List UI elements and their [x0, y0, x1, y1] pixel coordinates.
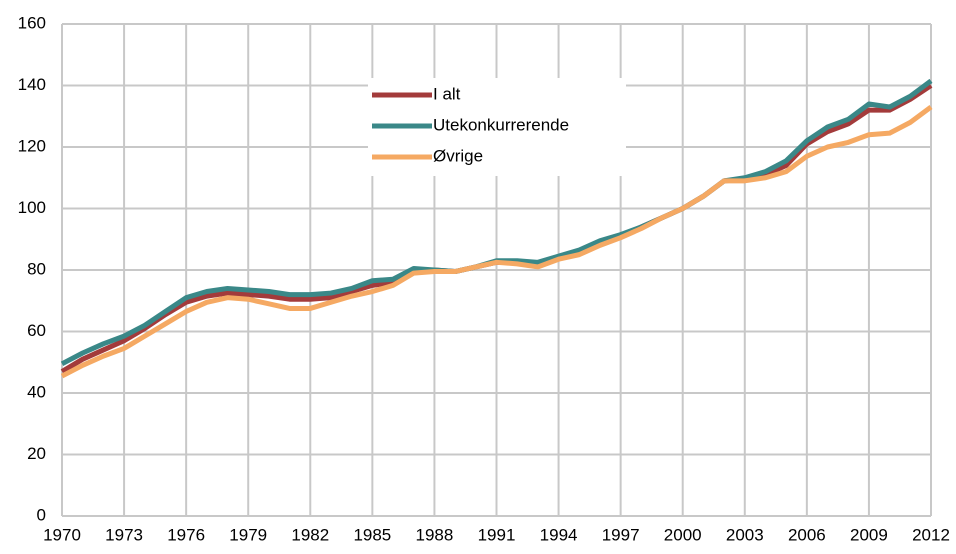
- legend-label: Øvrige: [433, 146, 483, 165]
- x-tick-label: 1973: [105, 525, 143, 544]
- x-tick-label: 1991: [478, 525, 516, 544]
- y-tick-label: 20: [27, 444, 46, 463]
- x-tick-label: 2003: [726, 525, 764, 544]
- legend-label: Utekonkurrerende: [433, 115, 569, 134]
- x-tick-label: 1982: [291, 525, 329, 544]
- x-tick-label: 2006: [788, 525, 826, 544]
- x-tick-label: 1994: [540, 525, 578, 544]
- x-tick-label: 1976: [167, 525, 205, 544]
- x-tick-label: 1985: [353, 525, 391, 544]
- x-tick-label: 2009: [850, 525, 888, 544]
- x-tick-label: 1979: [229, 525, 267, 544]
- x-tick-label: 1988: [416, 525, 454, 544]
- y-tick-label: 60: [27, 321, 46, 340]
- y-tick-label: 160: [18, 13, 46, 32]
- x-tick-label: 1970: [43, 525, 81, 544]
- y-tick-label: 120: [18, 136, 46, 155]
- x-tick-label: 2000: [664, 525, 702, 544]
- y-tick-label: 80: [27, 259, 46, 278]
- y-tick-label: 40: [27, 382, 46, 401]
- series-line: [60, 105, 933, 379]
- legend: I alt Utekonkurrerende Øvrige: [368, 78, 626, 176]
- x-tick-label: 2012: [912, 525, 950, 544]
- y-tick-label: 0: [37, 505, 46, 524]
- y-tick-label: 140: [18, 75, 46, 94]
- y-tick-label: 100: [18, 198, 46, 217]
- x-tick-label: 1997: [602, 525, 640, 544]
- legend-label: I alt: [433, 84, 461, 103]
